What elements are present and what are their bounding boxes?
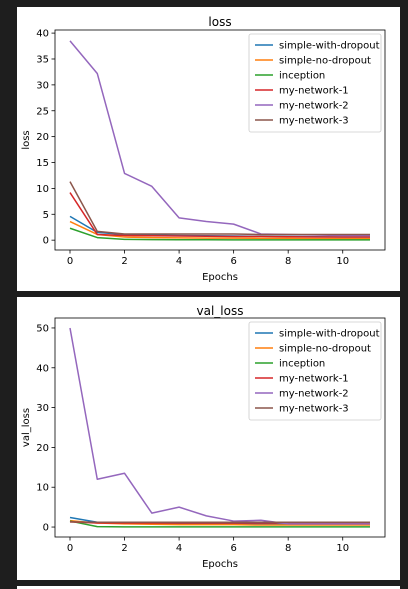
chart-1-legend-label-simple-no-dropout: simple-no-dropout: [279, 56, 371, 67]
next-panel-edge: [17, 586, 400, 589]
chart-1-y-tick-label: 35: [36, 54, 49, 65]
chart-2-legend-label-simple-with-dropout: simple-with-dropout: [279, 329, 380, 340]
chart-1-series-inception: [69, 227, 370, 241]
chart-1-legend-label-inception: inception: [279, 71, 325, 82]
loss-chart: loss 0 2 4 6 8 10 0 5 10 15 20 25 30 35 40 Epochs loss sim…: [21, 15, 386, 283]
chart-2-x-tick-label: 2: [121, 543, 127, 554]
chart-2-x-tick-label: 4: [176, 543, 182, 554]
val-loss-chart-panel: val_loss 0 2 4 6 8 10 0 10 20 30 40 50 Epochs val_loss…: [17, 297, 400, 580]
chart-2-series-inception: [69, 520, 370, 528]
chart-1-legend-label-my-network-2: my-network-2: [279, 101, 349, 112]
chart-1-y-tick-label: 40: [36, 29, 49, 40]
chart-2-legend-label-simple-no-dropout: simple-no-dropout: [279, 344, 371, 355]
chart-1-x-tick-label: 0: [67, 256, 73, 267]
chart-2-x-tick-label: 0: [67, 543, 73, 554]
chart-1-y-tick-label: 0: [43, 236, 49, 247]
chart-1-y-tick-label: 15: [36, 158, 49, 169]
chart-1-y-axis-label: loss: [21, 130, 32, 149]
loss-chart-panel: loss 0 2 4 6 8 10 0 5 10 15 20 25 30 35 40 Epochs loss sim…: [17, 7, 400, 291]
val-loss-chart: val_loss 0 2 4 6 8 10 0 10 20 30 40 50 Epochs val_loss…: [21, 304, 386, 570]
chart-2-title: val_loss: [197, 304, 244, 318]
chart-2-legend: simple-with-dropout simple-no-dropout ince…: [248, 321, 382, 421]
chart-2-x-tick-label: 8: [285, 543, 291, 554]
chart-1-x-axis-label: Epochs: [202, 272, 238, 283]
chart-1-x-tick-label: 6: [230, 256, 236, 267]
chart-1-legend-label-my-network-3: my-network-3: [279, 116, 349, 127]
chart-1-x-tick-label: 10: [336, 256, 349, 267]
chart-1-series-my-network-1: [69, 192, 370, 238]
chart-1-y-tick-label: 30: [36, 80, 49, 91]
chart-2-axes-frame: [54, 317, 386, 538]
chart-1-legend-box: [248, 33, 382, 133]
chart-1-y-tick-label: 25: [36, 106, 49, 117]
chart-2-legend-label-my-network-1: my-network-1: [279, 374, 349, 385]
chart-2-legend-label-my-network-3: my-network-3: [279, 404, 349, 415]
chart-1-series-simple-no-dropout: [69, 220, 370, 240]
chart-2-x-tick-label: 6: [230, 543, 236, 554]
chart-1-y-tick-label: 20: [36, 132, 49, 143]
chart-2-legend-label-inception: inception: [279, 359, 325, 370]
chart-2-series-my-network-2: [69, 327, 370, 525]
chart-1-legend-label-simple-with-dropout: simple-with-dropout: [279, 41, 380, 52]
chart-1-x-tick-label: 4: [176, 256, 182, 267]
chart-2-y-axis-label: val_loss: [21, 408, 32, 447]
chart-1-y-tick-label: 10: [36, 184, 49, 195]
chart-1-x-tick-label: 2: [121, 256, 127, 267]
chart-2-legend-label-my-network-2: my-network-2: [279, 389, 349, 400]
chart-2-x-axis-label: Epochs: [202, 559, 238, 570]
chart-1-x-tick-label: 8: [285, 256, 291, 267]
chart-1-y-tick-label: 5: [43, 210, 49, 221]
chart-2-x-tick-label: 10: [336, 543, 349, 554]
chart-1-title: loss: [208, 15, 231, 29]
chart-2-y-tick-label: 10: [36, 483, 49, 494]
chart-2-y-tick-label: 20: [36, 443, 49, 454]
chart-2-y-tick-label: 50: [36, 323, 49, 334]
chart-2-y-tick-label: 0: [43, 523, 49, 534]
chart-1-legend-label-my-network-1: my-network-1: [279, 86, 349, 97]
chart-2-y-tick-label: 30: [36, 403, 49, 414]
chart-2-y-tick-label: 40: [36, 363, 49, 374]
chart-1-series-my-network-3: [69, 181, 370, 236]
chart-1-axes-frame: [54, 29, 386, 251]
chart-2-legend-box: [248, 321, 382, 421]
chart-1-legend: simple-with-dropout simple-no-dropout ince…: [248, 33, 382, 133]
